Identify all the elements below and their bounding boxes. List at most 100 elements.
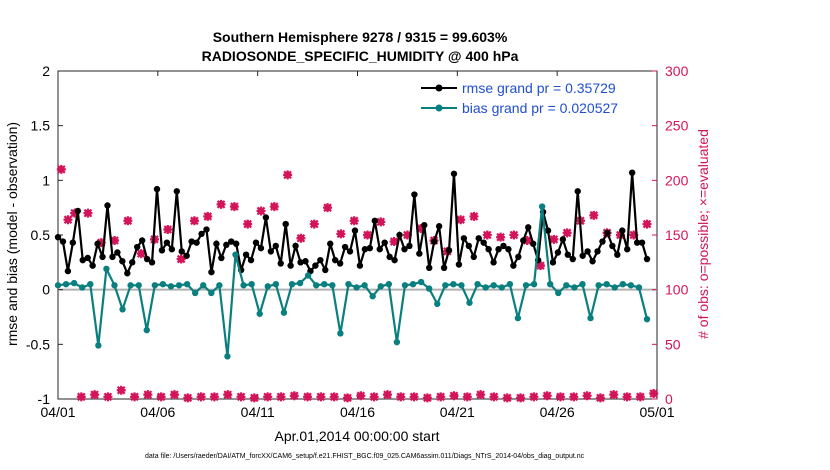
obs-evaluated-point — [462, 392, 472, 402]
x-tick-label: 04/26 — [540, 404, 575, 420]
rmse-point — [104, 202, 111, 209]
legend-bias-label: bias grand pr = 0.020527 — [462, 100, 618, 116]
footer-data-file: data file: /Users/raeder/DAI/ATM_forcXX/… — [145, 453, 585, 460]
rmse-point — [188, 238, 195, 245]
rmse-point — [515, 253, 522, 261]
bias-point — [385, 281, 393, 288]
bias-point — [361, 282, 368, 289]
legend: rmse grand pr = 0.35729 bias grand pr = … — [415, 78, 645, 120]
bias-point — [296, 279, 304, 287]
chart-title: Southern Hemisphere 9278 / 9315 = 99.603… — [213, 29, 508, 45]
bias-point — [151, 282, 159, 289]
y-right-tick-label: 0 — [665, 391, 673, 407]
rmse-point — [193, 239, 200, 246]
obs-evaluated-point — [422, 393, 432, 403]
rmse-line — [57, 172, 649, 277]
rmse-point — [480, 239, 487, 246]
obs-evaluated-point — [276, 392, 286, 402]
rmse-point — [302, 258, 309, 265]
rmse-point — [292, 242, 299, 250]
bias-point — [450, 281, 457, 288]
bias-point — [175, 282, 183, 289]
obs-evaluated-point — [536, 261, 546, 271]
bias-point — [401, 282, 409, 289]
obs-evaluated-point — [542, 391, 552, 401]
rmse-point — [79, 256, 86, 264]
bias-point — [369, 293, 376, 300]
obs-evaluated-point — [163, 225, 173, 235]
y-tick-label: 0 — [42, 282, 50, 298]
obs-evaluated-point — [376, 217, 386, 227]
obs-evaluated-point — [489, 392, 499, 402]
rmse-point — [223, 241, 230, 249]
bias-point — [425, 285, 433, 292]
bias-point — [458, 282, 465, 289]
bias-point — [224, 353, 231, 360]
bias-point — [417, 278, 425, 286]
obs-evaluated-point — [103, 392, 113, 402]
obs-evaluated-point — [229, 202, 239, 212]
rmse-point — [252, 239, 260, 246]
y-right-tick-label: 100 — [665, 282, 689, 298]
rmse-point — [609, 242, 616, 250]
obs-evaluated-point — [456, 215, 466, 225]
y-tick-label: 0.5 — [31, 227, 51, 243]
obs-evaluated-point — [130, 392, 140, 402]
obs-evaluated-point — [203, 211, 213, 221]
rmse-point — [549, 259, 557, 266]
bias-point — [442, 282, 449, 289]
obs-evaluated-point — [156, 392, 166, 402]
rmse-point — [109, 253, 116, 261]
bias-point — [111, 282, 118, 289]
rmse-point — [208, 268, 215, 276]
rmse-point — [411, 191, 418, 198]
obs-evaluated-point — [56, 164, 66, 174]
bias-point — [321, 281, 328, 288]
bias-point — [272, 281, 280, 288]
rmse-point — [430, 238, 438, 245]
bias-point — [288, 281, 296, 288]
obs-evaluated-point — [329, 392, 339, 402]
bias-point — [490, 282, 497, 289]
obs-evaluated-point — [482, 230, 492, 240]
bias-point — [280, 309, 288, 316]
rmse-point — [406, 242, 413, 250]
bias-point — [595, 282, 602, 289]
rmse-point — [396, 231, 403, 239]
bias-point — [304, 272, 312, 279]
obs-evaluated-point — [269, 202, 279, 212]
obs-evaluated-point — [595, 393, 605, 403]
y-right-tick-label: 250 — [665, 118, 689, 134]
rmse-point — [559, 236, 567, 243]
x-tick-label: 04/11 — [241, 404, 275, 420]
rmse-point — [366, 244, 374, 252]
bias-point — [393, 338, 401, 346]
bias-point — [159, 281, 167, 288]
bias-point — [538, 203, 546, 210]
bias-point — [264, 283, 271, 290]
obs-evaluated-point — [436, 392, 446, 402]
bias-point — [119, 306, 126, 313]
rmse-point — [99, 253, 106, 261]
rmse-point — [579, 252, 586, 259]
x-tick-label: 04/16 — [340, 404, 375, 420]
obs-evaluated-point — [649, 389, 659, 399]
rmse-point — [455, 261, 463, 268]
obs-evaluated-point — [323, 203, 333, 213]
bias-point — [522, 282, 530, 289]
rmse-point — [218, 254, 225, 262]
obs-evaluated-point — [416, 223, 426, 233]
rmse-point — [163, 239, 171, 246]
bias-point — [200, 282, 207, 289]
rmse-point — [416, 250, 423, 257]
bias-point — [571, 284, 578, 291]
obs-evaluated-point — [529, 392, 539, 402]
rmse-point — [213, 240, 220, 247]
obs-evaluated-point — [143, 390, 153, 400]
rmse-point — [386, 253, 393, 261]
x-tick-label: 05/01 — [639, 404, 674, 420]
x-tick-label: 04/21 — [440, 404, 475, 420]
bias-point — [312, 282, 320, 289]
obs-evaluated-point — [83, 208, 93, 218]
obs-evaluated-point — [629, 230, 639, 240]
